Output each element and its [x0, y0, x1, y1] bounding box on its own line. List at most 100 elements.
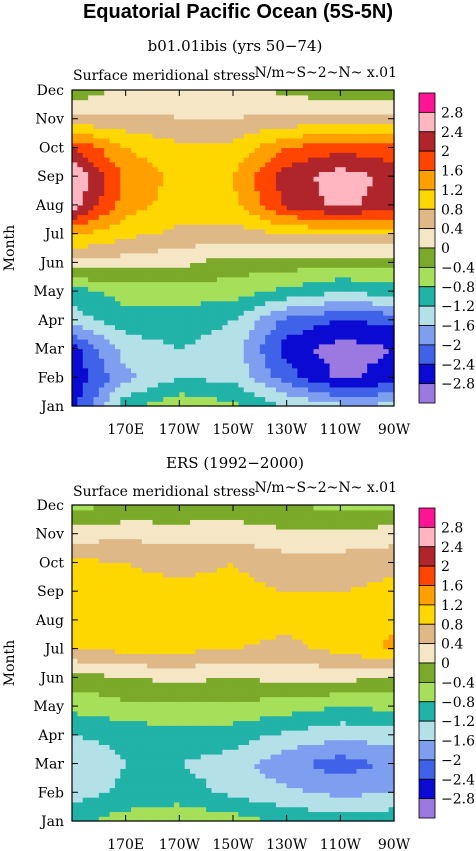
top-cell	[163, 176, 170, 182]
top-cell	[377, 276, 384, 283]
bottom-cell	[195, 763, 202, 769]
top-cell	[88, 319, 95, 326]
top-cell	[318, 396, 325, 402]
top-cell	[313, 372, 320, 378]
top-cell	[372, 204, 379, 211]
top-cell	[179, 228, 186, 235]
top-cell	[141, 353, 148, 359]
bottom-cell	[345, 816, 352, 822]
top-cell	[222, 209, 229, 216]
bottom-cell	[275, 758, 282, 765]
top-cell	[157, 386, 164, 393]
bottom-cell	[211, 777, 218, 784]
top-cell	[238, 142, 245, 149]
bottom-cell	[82, 782, 89, 789]
top-cell	[367, 382, 374, 388]
top-cell	[157, 99, 164, 105]
top-cell	[334, 401, 341, 407]
top-cell	[233, 128, 239, 134]
top-cell	[141, 190, 148, 196]
top-cell	[141, 161, 148, 168]
top-cell	[141, 305, 148, 311]
top-cell	[254, 190, 261, 196]
bottom-cell	[195, 806, 202, 813]
bottom-cell	[345, 758, 352, 765]
top-cell	[377, 147, 384, 153]
top-cell	[168, 137, 175, 144]
top-cell	[77, 252, 84, 259]
top-cell	[200, 343, 207, 350]
top-cell	[313, 123, 320, 129]
top-cell	[334, 362, 341, 369]
top-cell	[200, 109, 207, 115]
top-cell	[131, 305, 137, 311]
top-cell	[163, 209, 170, 216]
top-cell	[152, 224, 159, 230]
top-cell	[206, 338, 213, 345]
bottom-cell	[131, 749, 137, 755]
top-cell	[233, 238, 239, 244]
bottom-cell	[195, 773, 202, 779]
top-cell	[173, 94, 180, 101]
top-cell	[318, 267, 325, 273]
top-cell	[222, 109, 229, 115]
bottom-cell	[211, 744, 218, 750]
top-cell	[222, 113, 229, 120]
top-cell	[136, 190, 143, 196]
top-cell	[114, 319, 121, 326]
top-cell	[222, 291, 229, 297]
top-cell	[222, 190, 229, 196]
top-cell	[222, 252, 229, 259]
top-cell	[329, 276, 336, 283]
bottom-cell	[206, 806, 213, 813]
top-cell	[265, 195, 272, 201]
top-cell	[243, 382, 250, 388]
bottom-cell	[147, 816, 154, 822]
top-cell	[173, 133, 180, 139]
top-cell	[179, 90, 186, 96]
top-cell	[141, 157, 148, 163]
top-cell	[313, 315, 320, 321]
bottom-cell	[270, 758, 277, 765]
top-cell	[114, 248, 121, 254]
top-cell	[72, 128, 78, 134]
top-cell	[243, 214, 250, 220]
top-cell	[340, 190, 347, 196]
top-cell	[200, 334, 207, 340]
bottom-cell	[222, 787, 229, 793]
top-cell	[308, 396, 315, 402]
bottom-cell	[136, 816, 143, 822]
bottom-cell	[190, 797, 197, 803]
top-cell	[222, 157, 229, 163]
bottom-cell	[297, 768, 304, 774]
top-cell	[275, 267, 282, 273]
top-cell	[195, 382, 202, 388]
top-cell	[243, 300, 250, 307]
top-cell	[249, 305, 256, 311]
top-cell	[184, 382, 191, 388]
top-cell	[157, 310, 164, 316]
bottom-cell	[136, 801, 143, 808]
bottom-cell	[98, 787, 105, 793]
top-cell	[281, 209, 288, 216]
bottom-cell	[377, 811, 384, 817]
top-cell	[345, 180, 352, 187]
top-cell	[190, 295, 197, 302]
top-cell	[356, 142, 363, 149]
bottom-cell	[173, 797, 180, 803]
bottom-cell	[200, 816, 207, 822]
top-cell	[286, 214, 293, 220]
top-cell	[195, 109, 202, 115]
top-cell	[361, 214, 368, 220]
top-cell	[383, 257, 390, 263]
top-cell	[206, 401, 213, 407]
top-cell	[211, 281, 218, 287]
top-cell	[388, 166, 395, 172]
bottom-cell	[200, 744, 207, 750]
top-cell	[147, 348, 154, 354]
top-cell	[82, 99, 89, 105]
bottom-cell	[259, 782, 266, 789]
top-cell	[82, 228, 89, 235]
top-cell	[152, 291, 159, 297]
top-cell	[351, 214, 358, 220]
